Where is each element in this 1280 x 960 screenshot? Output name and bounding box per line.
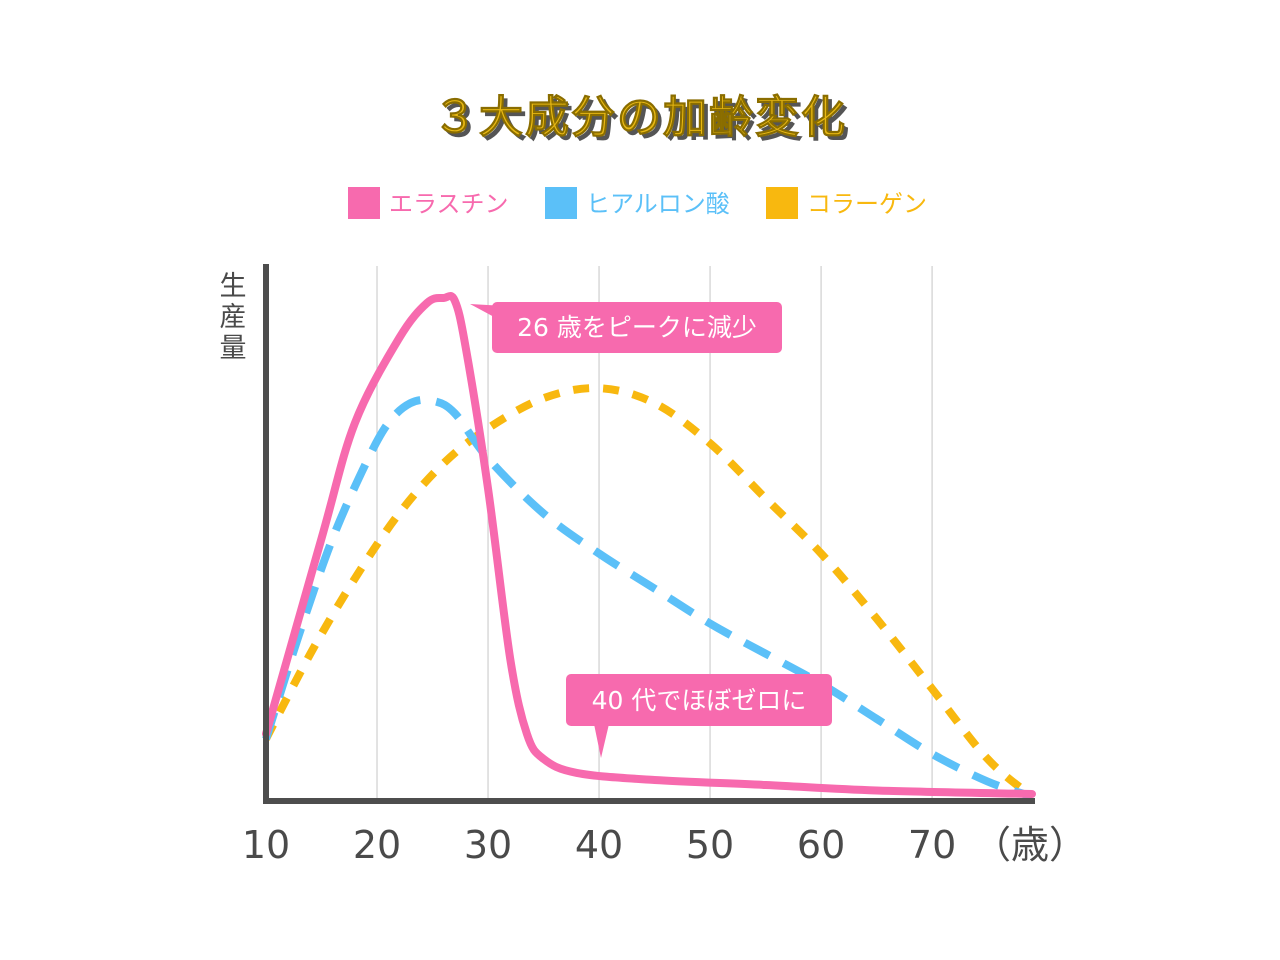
y-axis-label-char: 生 — [220, 271, 247, 302]
legend-swatch-elastin — [348, 187, 380, 219]
callout-forties-box — [566, 674, 832, 726]
chart-title-shadow: ３大成分の加齢変化 — [437, 96, 851, 147]
x-tick-label-60: 60 — [797, 823, 845, 867]
x-tick-label-50: 50 — [686, 823, 734, 867]
series-hyaluronic-path — [262, 395, 1034, 801]
chart-title: ３大成分の加齢変化 — [433, 92, 847, 143]
callout-forties-text: 40 代でほぼゼロに — [592, 686, 807, 715]
callout-peak-box — [492, 302, 782, 353]
y-axis-label-char: 産 — [220, 302, 247, 333]
series-elastin-path — [262, 291, 1036, 798]
callout-forties: 40 代でほぼゼロに — [566, 674, 832, 758]
x-axis-unit: （歳） — [973, 823, 1087, 867]
legend: エラスチン ヒアルロン酸 コラーゲン — [348, 187, 927, 219]
callout-forties-pointer — [594, 724, 609, 758]
x-tick-label-40: 40 — [575, 823, 623, 867]
x-tick-label-10: 10 — [242, 823, 290, 867]
callout-peak: 26 歳をピークに減少 — [470, 302, 782, 353]
legend-label-elastin: エラスチン — [389, 190, 509, 218]
legend-label-hyaluronic: ヒアルロン酸 — [586, 190, 730, 218]
callout-peak-text: 26 歳をピークに減少 — [517, 313, 757, 342]
x-tick-label-70: 70 — [908, 823, 956, 867]
chart-title-group: ３大成分の加齢変化 ３大成分の加齢変化 — [433, 92, 851, 147]
series-collagen-line — [262, 384, 1035, 800]
x-tick-label-30: 30 — [464, 823, 512, 867]
series-hyaluronic-line — [262, 395, 1034, 801]
x-tick-label-20: 20 — [353, 823, 401, 867]
series-elastin-line — [262, 291, 1036, 798]
legend-swatch-collagen — [766, 187, 798, 219]
x-tick-labels: 10 20 30 40 50 60 70 — [242, 823, 956, 867]
y-axis-label: 生産量 — [220, 271, 247, 364]
legend-label-collagen: コラーゲン — [807, 190, 927, 218]
series-collagen-path — [262, 384, 1035, 800]
grid — [376, 266, 933, 799]
y-axis-label-char: 量 — [220, 333, 247, 364]
legend-swatch-hyaluronic — [545, 187, 577, 219]
